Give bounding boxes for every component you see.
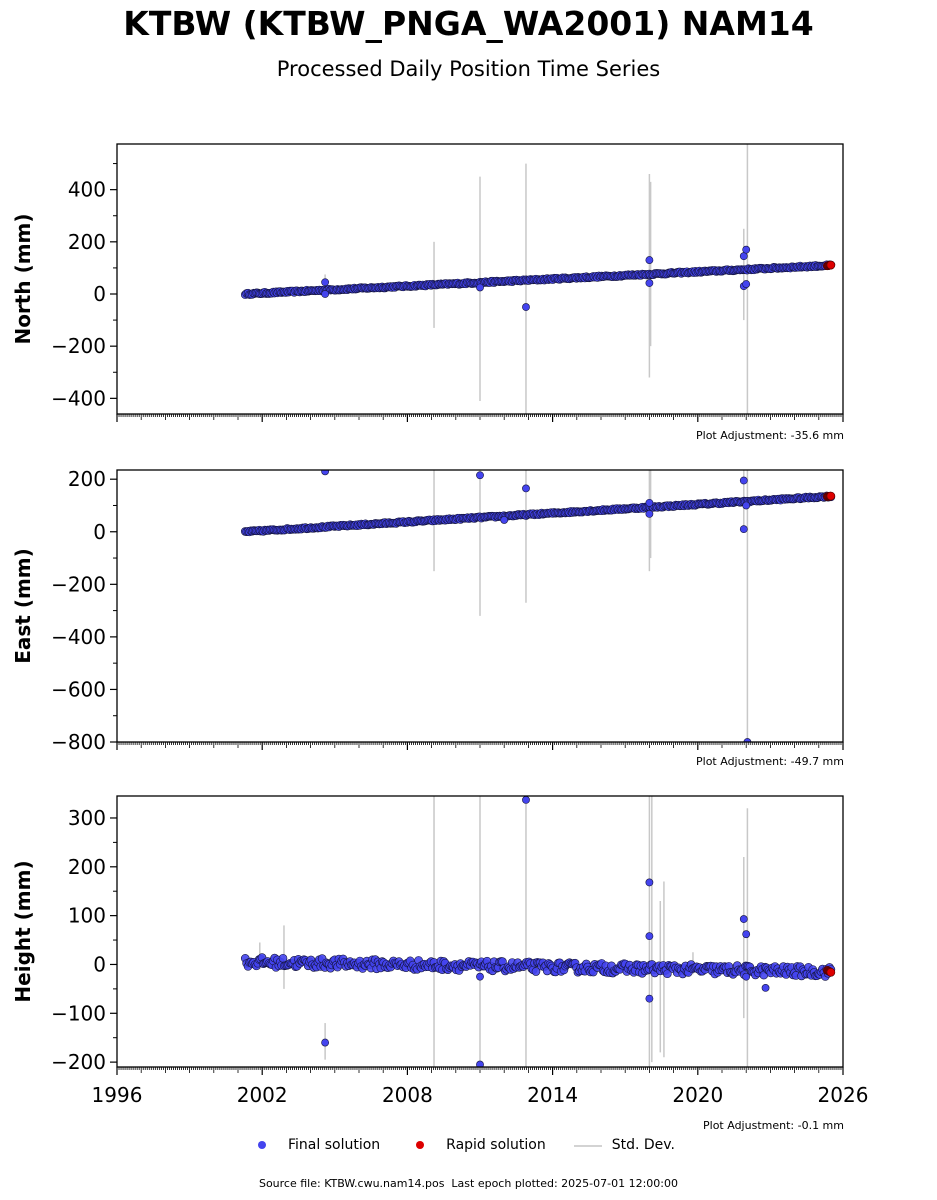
y-tick-label: 0	[93, 952, 106, 976]
std-dev-line-icon	[573, 1145, 602, 1147]
outlier-point	[645, 878, 654, 887]
height-plot-area	[240, 796, 836, 1067]
last-epoch: Last epoch plotted: 2025-07-01 12:00:00	[451, 1177, 679, 1190]
y-tick-label: −200	[51, 572, 106, 596]
outlier-point	[522, 484, 530, 493]
outlier-point	[522, 796, 530, 804]
x-tick-label: 2008	[382, 1083, 433, 1107]
outlier-point	[645, 932, 654, 941]
y-tick-label: −600	[51, 677, 106, 701]
rapid-point	[826, 967, 836, 977]
y-tick-label: 100	[68, 904, 106, 928]
final-point	[278, 953, 288, 963]
y-tick-label: −800	[51, 730, 106, 754]
final-point	[663, 969, 672, 979]
outlier-point	[645, 498, 654, 507]
y-tick-label: −100	[51, 1001, 106, 1025]
outlier-point	[742, 501, 751, 510]
outlier-point	[476, 283, 484, 292]
outlier-point	[739, 476, 748, 485]
y-axis-label: North (mm)	[11, 213, 35, 344]
chart-subtitle: Processed Daily Position Time Series	[276, 57, 661, 81]
outlier-point	[742, 280, 751, 288]
outlier-point	[476, 471, 484, 480]
outlier-point	[645, 994, 654, 1003]
outlier-point	[739, 252, 748, 261]
outlier-point	[742, 930, 751, 939]
y-axis-label: East (mm)	[11, 548, 35, 664]
x-tick-label: 2020	[672, 1083, 723, 1107]
final-point	[531, 967, 541, 976]
outlier-point	[742, 245, 751, 254]
y-tick-label: 200	[68, 230, 106, 254]
legend-rapid: Rapid solution	[408, 1137, 546, 1153]
legend-final-label: Final solution	[288, 1137, 381, 1153]
legend-rapid-label: Rapid solution	[446, 1137, 546, 1153]
legend: Final solution Rapid solution Std. Dev.	[250, 1137, 703, 1153]
y-tick-label: 200	[68, 467, 106, 491]
outlier-point	[645, 279, 654, 287]
outlier-point	[645, 509, 654, 518]
y-axis-label: Height (mm)	[11, 860, 35, 1002]
y-tick-label: −400	[51, 386, 106, 410]
source-file: Source file: KTBW.cwu.nam14.pos	[258, 1177, 445, 1190]
outlier-point	[645, 256, 654, 264]
east-panel: −800 −600 −400 −200 0 200 East (mm)	[11, 467, 844, 754]
y-tick-label: −200	[51, 334, 106, 358]
outlier-point	[321, 278, 330, 287]
y-tick-label: 300	[68, 806, 106, 830]
outlier-point	[742, 972, 751, 981]
x-tick-label: 1996	[92, 1083, 143, 1107]
outlier-point	[321, 470, 330, 476]
legend-stddev: Std. Dev.	[573, 1137, 675, 1153]
legend-final: Final solution	[250, 1137, 380, 1153]
outlier-point	[739, 915, 748, 923]
east-plot-adjustment: Plot Adjustment: -49.7 mm	[696, 755, 844, 768]
rapid-point	[826, 260, 836, 270]
outlier-point	[522, 303, 530, 311]
height-plot-adjustment: Plot Adjustment: -0.1 mm	[703, 1119, 844, 1132]
final-solution-marker-icon	[258, 1141, 266, 1149]
outlier-point	[321, 290, 330, 298]
outlier-point	[321, 1038, 330, 1047]
north-plot-area	[240, 144, 836, 414]
y-tick-label: 0	[93, 520, 106, 544]
y-tick-label: −400	[51, 625, 106, 649]
x-tick-label: 2014	[527, 1083, 578, 1107]
outlier-point	[476, 972, 484, 981]
y-tick-label: −200	[51, 1050, 106, 1074]
outlier-point	[739, 525, 748, 534]
north-plot-adjustment: Plot Adjustment: -35.6 mm	[696, 429, 844, 442]
legend-stddev-label: Std. Dev.	[611, 1137, 675, 1153]
y-tick-label: 0	[93, 282, 106, 306]
x-tick-label: 2026	[818, 1083, 869, 1107]
chart-title: KTBW (KTBW_PNGA_WA2001) NAM14	[123, 4, 814, 43]
height-panel: −200 −100 0 100 200 300 1996 2002 2008 2014 2020 20…	[11, 795, 869, 1107]
north-panel: −400 −200 0 200 400 North (mm)	[11, 143, 844, 422]
outlier-point	[476, 1060, 484, 1067]
rapid-solution-marker-icon	[416, 1141, 425, 1149]
y-tick-label: 400	[68, 178, 106, 202]
outlier-point	[743, 738, 752, 742]
outlier-point	[500, 516, 509, 524]
x-tick-label: 2002	[237, 1083, 288, 1107]
outlier-point	[761, 983, 770, 992]
rapid-point	[826, 491, 836, 501]
y-tick-label: 200	[68, 855, 106, 879]
east-plot-area	[240, 470, 836, 742]
footer: Source file: KTBW.cwu.nam14.pos Last epo…	[0, 1177, 937, 1190]
